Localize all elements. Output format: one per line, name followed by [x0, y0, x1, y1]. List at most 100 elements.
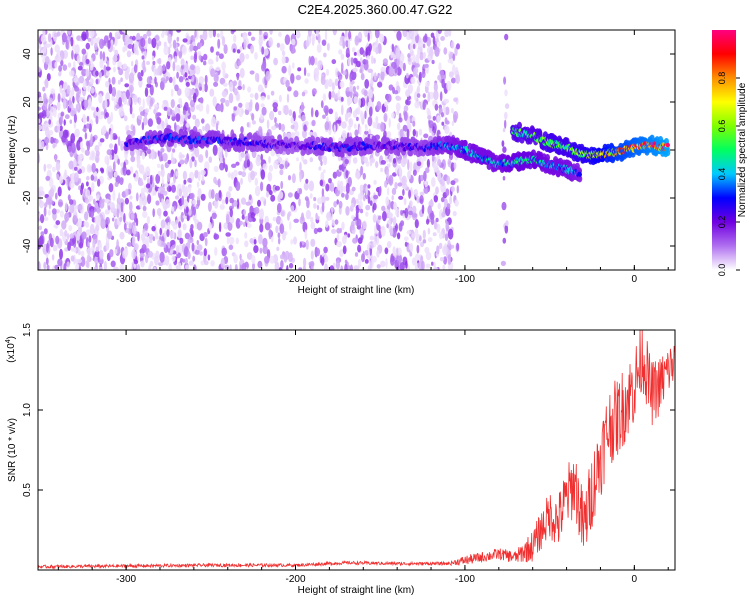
noise-dot — [414, 101, 420, 109]
noise-dot — [427, 115, 432, 120]
noise-dot — [145, 166, 151, 177]
noise-dot — [351, 186, 356, 192]
noise-dot — [270, 149, 276, 157]
noise-dot — [48, 103, 51, 112]
noise-dot — [313, 197, 317, 202]
noise-dot — [89, 30, 95, 38]
noise-dot — [340, 265, 344, 270]
noise-dot — [334, 78, 339, 87]
noise-dot — [411, 233, 415, 238]
noise-dot — [240, 177, 243, 185]
noise-dot — [450, 244, 455, 249]
noise-dot — [99, 38, 105, 49]
noise-dot — [159, 185, 166, 195]
noise-dot — [83, 221, 87, 227]
noise-dot — [229, 208, 233, 218]
noise-dot — [219, 162, 225, 171]
noise-dot — [44, 137, 50, 144]
noise-dot — [398, 165, 402, 177]
noise-dot — [138, 106, 144, 113]
noise-dot — [226, 213, 230, 225]
noise-dot — [302, 265, 306, 270]
noise-dot — [310, 250, 314, 260]
noise-dot — [310, 265, 314, 270]
noise-dot — [167, 172, 171, 182]
noise-dot — [238, 106, 244, 118]
noise-dot — [42, 86, 46, 92]
noise-dot — [126, 129, 132, 136]
noise-dot — [80, 250, 85, 257]
noise-dot — [118, 97, 122, 107]
noise-dot — [245, 201, 251, 206]
noise-dot — [52, 143, 56, 149]
noise-dot — [239, 52, 245, 63]
noise-dot — [168, 76, 173, 83]
noise-dot — [217, 146, 223, 153]
noise-dot — [244, 232, 248, 239]
noise-dot — [250, 36, 256, 41]
noise-dot — [69, 203, 75, 214]
noise-dot — [389, 226, 394, 236]
noise-dot — [402, 188, 405, 196]
noise-dot — [295, 30, 301, 39]
noise-dot — [448, 71, 454, 78]
noise-dot — [311, 88, 317, 95]
noise-dot — [225, 232, 231, 237]
noise-dot — [165, 218, 170, 223]
noise-dot — [125, 89, 130, 100]
noise-dot — [370, 31, 373, 40]
noise-dot — [38, 96, 44, 106]
noise-dot — [385, 196, 390, 206]
noise-dot — [259, 247, 263, 254]
noise-dot — [127, 44, 133, 49]
noise-dot — [177, 229, 182, 239]
noise-dot — [223, 44, 228, 55]
noise-dot — [72, 215, 78, 225]
noise-dot — [313, 227, 318, 235]
noise-dot — [320, 76, 326, 85]
noise-dot — [210, 68, 216, 77]
noise-dot — [311, 33, 316, 39]
noise-dot — [327, 78, 333, 88]
noise-dot — [322, 93, 327, 102]
noise-dot — [384, 101, 388, 108]
noise-dot — [229, 216, 235, 224]
noise-dot — [216, 33, 220, 38]
noise-dot — [278, 122, 282, 131]
noise-dot — [425, 167, 430, 174]
noise-dot — [439, 91, 443, 102]
noise-dot — [77, 204, 83, 211]
noise-dot — [157, 66, 160, 76]
noise-dot — [358, 200, 363, 210]
noise-dot — [364, 130, 369, 135]
noise-dot — [393, 30, 398, 33]
noise-dot — [425, 81, 430, 88]
noise-dot — [84, 149, 90, 156]
noise-dot — [143, 222, 149, 231]
noise-dot — [292, 121, 299, 132]
noise-dot — [417, 85, 420, 94]
noise-dot — [276, 42, 281, 48]
noise-dot — [104, 99, 108, 110]
noise-dot — [191, 75, 195, 83]
noise-dot — [96, 206, 101, 214]
noise-dot — [429, 212, 435, 220]
noise-dot — [172, 76, 176, 87]
noise-dot — [365, 59, 369, 65]
noise-dot — [236, 49, 241, 54]
noise-dot — [308, 131, 314, 136]
noise-dot — [382, 58, 388, 65]
noise-dot — [90, 106, 96, 111]
noise-dot — [135, 192, 139, 202]
noise-dot — [442, 264, 446, 270]
noise-dot — [292, 62, 295, 69]
noise-dot — [261, 63, 266, 72]
noise-dot — [62, 64, 68, 71]
noise-dot — [352, 67, 358, 73]
noise-dot — [105, 66, 111, 71]
noise-dot — [270, 90, 275, 96]
noise-dot — [416, 161, 422, 167]
noise-dot — [45, 175, 51, 181]
noise-dot — [338, 49, 343, 55]
noise-dot — [269, 30, 273, 35]
